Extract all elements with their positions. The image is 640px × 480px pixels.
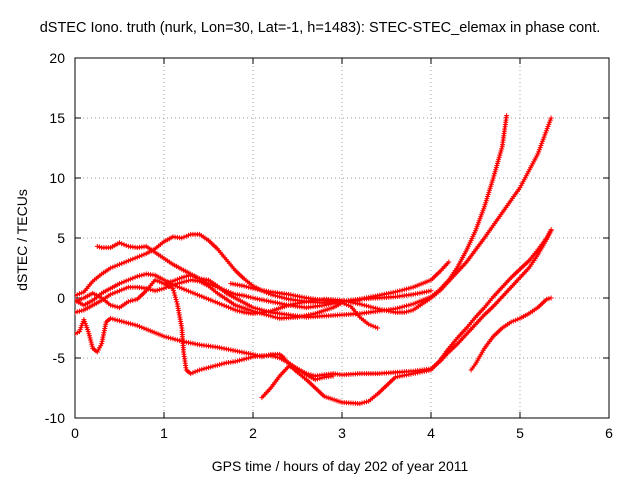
- series-8: [228, 281, 363, 305]
- x-tick-label: 3: [338, 425, 346, 441]
- series-line: [75, 117, 553, 315]
- series-10: [468, 295, 554, 373]
- x-tick-label: 5: [516, 425, 524, 441]
- x-tick-label: 0: [71, 425, 79, 441]
- x-tick-label: 4: [427, 425, 435, 441]
- x-tick-label: 2: [249, 425, 257, 441]
- y-tick-label: -10: [45, 410, 65, 426]
- series-9: [259, 363, 336, 401]
- y-tick-label: 15: [49, 110, 65, 126]
- x-tick-label: 6: [605, 425, 613, 441]
- series-markers: [468, 295, 554, 373]
- series-markers: [259, 363, 336, 401]
- y-tick-label: 0: [57, 290, 65, 306]
- y-tick-label: 5: [57, 230, 65, 246]
- chart-title: dSTEC Iono. truth (nurk, Lon=30, Lat=-1,…: [39, 20, 601, 36]
- y-tick-label: -5: [53, 350, 66, 366]
- y-tick-label: 20: [49, 50, 65, 66]
- x-tick-label: 1: [160, 425, 168, 441]
- y-tick-label: 10: [49, 170, 65, 186]
- series-markers: [75, 277, 381, 331]
- series-markers: [161, 228, 554, 379]
- y-axis-label: dSTEC / TECUs: [14, 189, 30, 291]
- x-axis-label: GPS time / hours of day 202 of year 2011: [211, 458, 469, 474]
- series-markers: [228, 281, 363, 305]
